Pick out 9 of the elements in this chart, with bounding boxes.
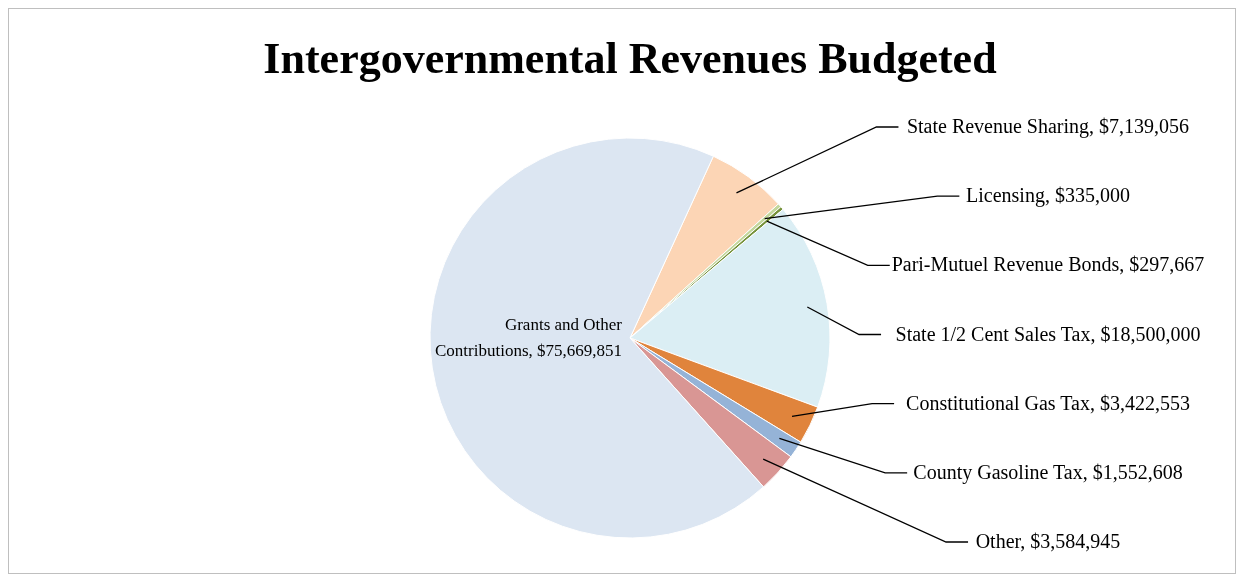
slice-label: State Revenue Sharing, $7,139,056 xyxy=(906,115,1190,138)
slice-label: Pari-Mutuel Revenue Bonds, $297,667 xyxy=(891,253,1205,276)
slice-label: Other, $3,584,945 xyxy=(975,530,1121,552)
slice-label: Licensing, $335,000 xyxy=(966,184,1130,208)
chart-title: Intergovernmental Revenues Budgeted xyxy=(263,34,997,83)
slice-label: Grants and Other Contributions, $75,669,851 xyxy=(434,315,623,360)
slice-label: County Gasoline Tax, $1,552,608 xyxy=(913,460,1183,484)
slice-label: Constitutional Gas Tax, $3,422,553 xyxy=(906,391,1190,414)
slice-label: State 1/2 Cent Sales Tax, $18,500,000 xyxy=(895,322,1201,345)
